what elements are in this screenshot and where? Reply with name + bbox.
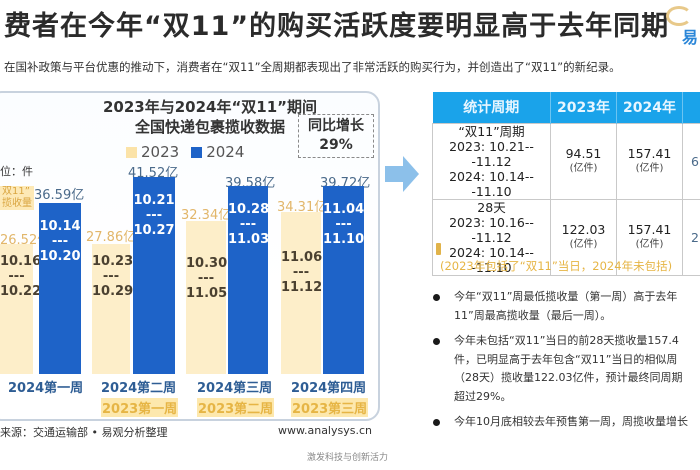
chart-annotation: 双11” 揽收量 <box>0 186 34 210</box>
legend-label-2023: 2023 <box>141 143 180 161</box>
period-cell: “双11”周期 2023: 10.21---11.12 2024: 10.14-… <box>432 122 551 200</box>
x-label-2024-week2: 2024第二周 <box>101 381 177 396</box>
stats-table: 统计周期 2023年 2024年 “双11”周期 2023: 10.21---1… <box>432 92 700 276</box>
x-label-2023-week1: 2023第一周 <box>101 398 179 417</box>
table-header-row: 统计周期 2023年 2024年 <box>432 92 700 123</box>
footer-watermark: 激发科技与创新活力 <box>307 453 389 463</box>
bullet-dot-icon <box>433 419 440 426</box>
bar-dates: 11.06 --- 11.12 <box>281 250 323 295</box>
page-subtitle: 在国补政策与平台优惠的推动下，消费者在“双11”全周期都表现出了非常活跃的购买行… <box>4 60 621 74</box>
site-link[interactable]: www.analysys.cn <box>278 424 372 437</box>
chart-title-line2: 全国快递包裹揽收数据 <box>134 118 285 136</box>
bullet-item: 今年未包括“双11”当日的前28天揽收量157.4 件，已明显高于去年包含“双1… <box>430 332 700 406</box>
x-label-2024-week1: 2024第一周 <box>8 381 84 396</box>
value-2024-cell: 157.41 (亿件) <box>616 122 683 200</box>
table-row: “双11”周期 2023: 10.21---11.12 2024: 10.14-… <box>432 122 700 200</box>
annotation-line1: 双11” <box>2 186 30 197</box>
bar-2024-week3: 10.28 --- 11.03 <box>228 186 270 374</box>
header-extra <box>682 92 700 123</box>
x-label-2024-week3: 2024第三周 <box>197 381 273 396</box>
bar-dates: 10.14 --- 10.20 <box>39 219 81 264</box>
bar-2023-week3: 10.30 --- 11.05 <box>186 221 228 374</box>
period-cell: 28天 2023: 10.16---11.12 2024: 10.14---11… <box>432 198 551 276</box>
x-label-2023-week2: 2023第二周 <box>197 398 275 417</box>
bar-dates: 10.30 --- 11.05 <box>186 256 228 301</box>
bar-2024-week2: 10.21 --- 10.27 <box>133 177 175 374</box>
legend-label-2024: 2024 <box>206 143 245 161</box>
bar-2024-week4: 11.04 --- 11.10 <box>323 186 364 374</box>
extra-cell: 6 <box>682 122 700 200</box>
pin-icon <box>436 243 441 255</box>
bar-value-2023-w3: 32.34亿 <box>181 208 232 223</box>
value-2023-cell: 122.03 (亿件) <box>550 198 617 276</box>
bar-value-2023-w2: 27.86亿 <box>86 230 137 245</box>
bullet-item: 今年“双11”周最低揽收量（第一周）高于去年 11”周最高揽收量（最后一周）。 <box>430 288 700 325</box>
bar-value-2023-w4: 34.31亿 <box>277 200 328 215</box>
header-period: 统计周期 <box>432 92 551 123</box>
legend-item-2024: 2024 <box>191 143 244 161</box>
bar-2023-week2: 10.23 --- 10.29 <box>92 244 134 374</box>
bar-dates: 10.16 --- 10.22 <box>0 254 42 299</box>
analysys-logo: 易 <box>664 6 700 47</box>
header-2024: 2024年 <box>616 92 683 123</box>
value-2023-cell: 94.51 (亿件) <box>550 122 617 200</box>
bar-2023-week1: 10.16 --- 10.22 <box>0 244 42 374</box>
bar-2024-week1: 10.14 --- 10.20 <box>39 203 81 374</box>
x-label-2023-week3: 2023第三周 <box>291 398 369 417</box>
legend-item-2023: 2023 <box>126 143 179 161</box>
bar-value-2024-w1: 36.59亿 <box>34 188 85 203</box>
bar-dates: 10.21 --- 10.27 <box>133 193 175 238</box>
table-note: (2023年包括了“双11”当日，2024年未包括) <box>440 259 673 273</box>
yoy-growth-box: 同比增长 29% <box>298 114 374 158</box>
value-2024-cell: 157.41 (亿件) <box>616 198 683 276</box>
chart-legend: 2023 2024 <box>126 143 244 161</box>
legend-swatch-2023 <box>126 147 137 158</box>
logo-swirl-icon <box>666 6 692 26</box>
bar-2023-week4: 11.06 --- 11.12 <box>281 212 323 374</box>
bullet-list: 今年“双11”周最低揽收量（第一周）高于去年 11”周最高揽收量（最后一周）。 … <box>430 288 700 439</box>
bar-dates: 11.04 --- 11.10 <box>323 202 365 247</box>
extra-cell: 2 <box>682 198 700 276</box>
yoy-label: 同比增长 <box>308 118 364 134</box>
bullet-item: 今年10月底相较去年预售第一周，周揽收量增长 <box>430 413 700 432</box>
x-label-2024-week4: 2024第四周 <box>291 381 367 396</box>
chart-title: 2023年与2024年“双11”期间 全国快递包裹揽收数据 <box>60 97 360 137</box>
unit-label: 位：件 <box>0 165 33 178</box>
table-row: 28天 2023: 10.16---11.12 2024: 10.14---11… <box>432 198 700 276</box>
header-2023: 2023年 <box>550 92 617 123</box>
source-text: 来源：交通运输部 • 易观分析整理 <box>0 426 168 439</box>
chart-title-line1: 2023年与2024年“双11”期间 <box>102 98 318 116</box>
bullet-dot-icon <box>433 338 440 345</box>
bullet-dot-icon <box>433 294 440 301</box>
bar-dates: 10.28 --- 11.03 <box>228 202 270 247</box>
legend-swatch-2024 <box>191 147 203 158</box>
annotation-line2: 揽收量 <box>2 198 32 209</box>
yoy-value: 29% <box>319 137 353 153</box>
bar-dates: 10.23 --- 10.29 <box>92 254 134 299</box>
logo-text: 易 <box>682 28 699 47</box>
page-title: 费者在今年“双11”的购买活跃度要明显高于去年同期 <box>4 11 670 42</box>
